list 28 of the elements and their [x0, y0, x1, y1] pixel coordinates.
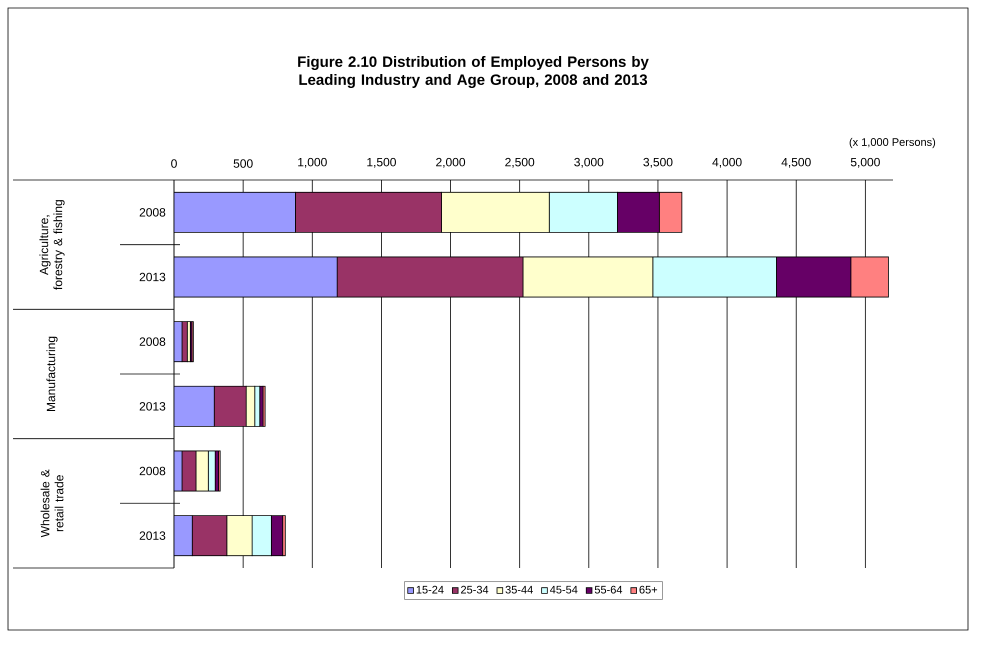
text: (x 1,000 Persons) — [850, 138, 936, 148]
x-tick-label: 1,500 — [367, 158, 396, 168]
x-tick-label: 4,000 — [712, 158, 742, 168]
y-tick-label: 2008 — [140, 337, 166, 346]
chart-title: Figure 2.10 Distribution of Employed Persons by Leading Industry and Age Group, 2008 and 2013 — [298, 56, 649, 88]
legend-label: 15-24 — [416, 586, 444, 594]
x-tick-label: 500 — [234, 159, 253, 168]
legend-label: 45-54 — [550, 586, 578, 594]
legend-label: 65+ — [640, 586, 658, 594]
legend-label: 25-34 — [461, 586, 488, 594]
y-tick-label: 2008 — [140, 466, 166, 476]
x-tick-label: 5,000 — [850, 158, 880, 168]
x-tick-label: 2,500 — [505, 158, 534, 168]
x-tick-label: 4,500 — [781, 158, 811, 168]
text: Agriculture, forestry & fishing — [39, 200, 65, 290]
y-tick-label: 2013 — [140, 272, 166, 282]
y-tick-label: 2008 — [140, 208, 166, 217]
x-tick-label: 1,000 — [298, 158, 327, 168]
y-tick-label: 2013 — [140, 402, 166, 411]
text: Manufacturing — [46, 336, 58, 412]
x-tick-label: 3,000 — [574, 158, 604, 168]
legend-label: 35-44 — [506, 586, 533, 594]
text: Wholesale & retail trade — [40, 469, 64, 538]
legend-label: 55-64 — [594, 586, 622, 594]
y-tick-label: 2013 — [140, 531, 166, 540]
x-tick-label: 3,500 — [643, 158, 672, 168]
x-tick-label: 0 — [171, 159, 177, 168]
x-tick-label: 2,000 — [436, 158, 466, 168]
